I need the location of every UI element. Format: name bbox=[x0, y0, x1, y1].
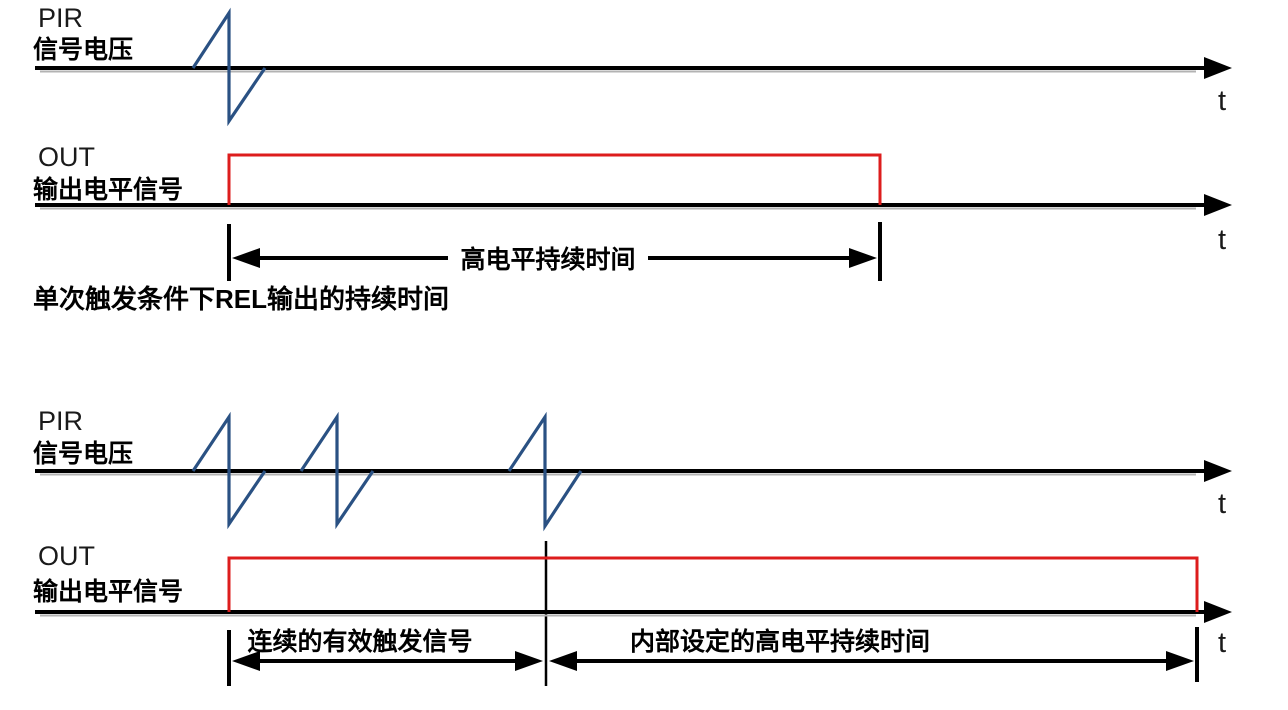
d1-pir-axis-arrowhead-icon bbox=[1204, 57, 1232, 79]
d1-pir-time-axis bbox=[35, 57, 1232, 79]
d1-out-title: OUT bbox=[38, 142, 95, 172]
d2-duration-arrowhead-right-icon bbox=[1166, 651, 1194, 671]
diagram-continuous-trigger: PIR 信号电压 t OUT 输出电平信号 t bbox=[33, 406, 1232, 686]
d2-pir-title: PIR bbox=[38, 406, 83, 436]
d1-out-axis-t-label: t bbox=[1218, 224, 1226, 256]
diagram-single-trigger: PIR 信号电压 t OUT 输出电平信号 t 高电平持续时间 bbox=[33, 3, 1232, 314]
d1-pir-axis-t-label: t bbox=[1218, 85, 1226, 117]
d2-out-axis-arrowhead-icon bbox=[1204, 601, 1232, 623]
d2-pir-axis-t-label: t bbox=[1218, 488, 1226, 520]
d1-pir-signal-spike bbox=[191, 7, 267, 127]
d2-trigger-measure: 连续的有效触发信号 bbox=[232, 627, 543, 671]
d1-measure-arrowhead-left-icon bbox=[232, 248, 260, 268]
d1-pir-title: PIR bbox=[38, 3, 83, 33]
d2-output-pulse bbox=[227, 556, 1199, 612]
d2-out-subtitle: 输出电平信号 bbox=[33, 577, 183, 606]
d1-duration-measure: 高电平持续时间 bbox=[227, 222, 882, 281]
d1-out-axis-arrowhead-icon bbox=[1204, 194, 1232, 216]
d2-trigger-arrowhead-right-icon bbox=[515, 651, 543, 671]
d2-pir-signal-spike-1 bbox=[191, 411, 267, 530]
d1-pir-subtitle: 信号电压 bbox=[33, 36, 133, 64]
d1-measure-arrowhead-right-icon bbox=[849, 248, 877, 268]
d2-duration-measure: 内部设定的高电平持续时间 bbox=[549, 627, 1194, 671]
d1-out-time-axis bbox=[35, 194, 1232, 216]
d2-out-title: OUT bbox=[38, 541, 95, 571]
d2-pir-subtitle: 信号电压 bbox=[33, 440, 133, 468]
d2-pir-axis-arrowhead-icon bbox=[1204, 460, 1232, 482]
d2-trigger-arrowhead-left-icon bbox=[232, 651, 260, 671]
d1-output-pulse bbox=[227, 153, 882, 205]
d1-duration-label: 高电平持续时间 bbox=[460, 245, 635, 274]
d2-duration-arrowhead-left-icon bbox=[549, 651, 577, 671]
d2-pir-signal-spike-2 bbox=[299, 411, 375, 530]
d1-out-subtitle: 输出电平信号 bbox=[33, 175, 183, 204]
d2-trigger-label: 连续的有效触发信号 bbox=[247, 627, 472, 656]
d2-out-axis-t-label: t bbox=[1218, 627, 1226, 659]
d2-duration-label: 内部设定的高电平持续时间 bbox=[630, 627, 930, 656]
d1-caption: 单次触发条件下REL输出的持续时间 bbox=[33, 284, 449, 314]
d2-pir-time-axis bbox=[35, 460, 1232, 482]
d2-out-time-axis bbox=[35, 601, 1232, 623]
d2-pir-signal-spike-3 bbox=[507, 411, 583, 532]
